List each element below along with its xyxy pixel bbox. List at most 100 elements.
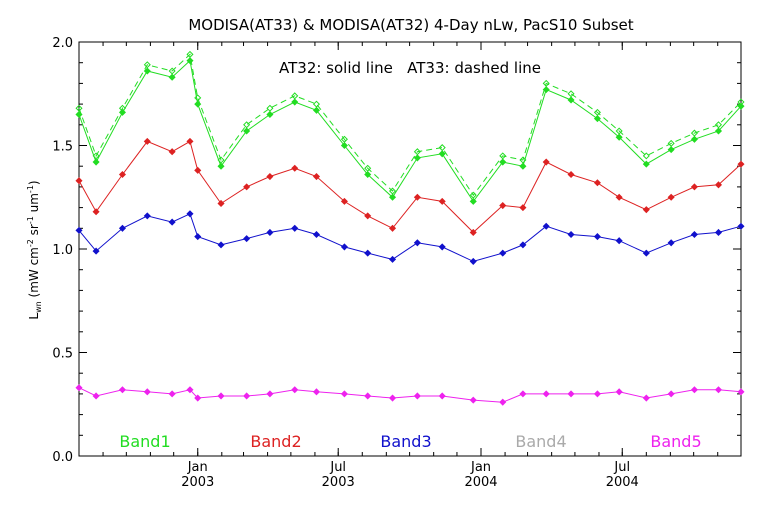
- data-point-band3: [499, 249, 507, 257]
- data-point-band1-dashed: [312, 100, 321, 108]
- data-point-band1-dashed: [413, 148, 421, 156]
- data-point-band3: [519, 241, 527, 249]
- data-point-band3: [567, 230, 575, 239]
- data-point-band3: [642, 249, 650, 257]
- data-point-band2: [340, 197, 348, 205]
- data-point-band1: [714, 127, 723, 135]
- data-point-band2: [168, 148, 176, 156]
- data-point-band3: [542, 222, 550, 230]
- legend-band3: Band3: [380, 432, 431, 451]
- data-point-band2: [567, 170, 575, 179]
- data-point-band1: [737, 102, 745, 110]
- data-point-band2: [690, 183, 698, 191]
- y-axis-label-mid2: um: [27, 193, 41, 216]
- data-point-band5: [438, 392, 446, 400]
- data-point-band3: [389, 255, 397, 263]
- data-point-band3: [714, 228, 723, 236]
- data-point-band1: [312, 106, 321, 114]
- data-point-band1-dashed: [194, 94, 202, 102]
- data-point-band1-dashed: [389, 187, 397, 195]
- data-point-band1: [567, 96, 575, 104]
- x-tick-label-month: Jul: [613, 460, 630, 475]
- data-point-band5: [118, 386, 126, 394]
- chart-title: MODISA(AT33) & MODISA(AT32) 4-Day nLw, P…: [188, 16, 633, 34]
- data-point-band1: [340, 141, 348, 150]
- data-point-band1: [690, 135, 698, 143]
- data-point-band1: [519, 162, 527, 170]
- data-point-band1-dashed: [714, 121, 723, 129]
- series-layer: [75, 50, 745, 406]
- data-point-band1-dashed: [143, 61, 151, 69]
- line-style-note: AT32: solid line AT33: dashed line: [279, 59, 541, 77]
- data-point-band5: [519, 390, 527, 398]
- data-point-band2: [615, 193, 623, 201]
- data-point-band2: [118, 170, 126, 179]
- data-point-band1: [469, 197, 477, 205]
- data-point-band1-dashed: [92, 152, 100, 160]
- data-point-band1: [143, 67, 151, 75]
- data-point-band5: [499, 398, 507, 406]
- data-point-band3: [243, 235, 251, 243]
- data-point-band1-dashed: [519, 156, 527, 164]
- data-point-band1-dashed: [186, 50, 194, 58]
- data-point-band5: [243, 392, 251, 400]
- data-point-band2: [542, 158, 550, 166]
- data-point-band3: [667, 239, 675, 247]
- data-point-band3: [438, 243, 446, 251]
- data-point-band2: [312, 173, 321, 181]
- data-point-band2: [186, 137, 194, 145]
- data-point-band5: [92, 392, 100, 400]
- data-point-band2: [519, 204, 527, 212]
- data-point-band1-dashed: [168, 67, 176, 75]
- data-point-band3: [168, 218, 176, 226]
- data-point-band5: [413, 392, 421, 400]
- data-point-band3: [737, 222, 745, 230]
- x-tick-label-month: Jan: [187, 460, 208, 475]
- data-point-band3: [143, 212, 151, 220]
- data-point-band3: [194, 233, 202, 241]
- data-point-band3: [340, 243, 348, 251]
- series-line-band1-dashed: [78, 53, 742, 197]
- data-point-band1-dashed: [690, 129, 698, 137]
- data-point-band2: [92, 208, 100, 216]
- y-axis-label-sub: wn: [34, 301, 43, 313]
- data-point-band5: [143, 388, 151, 396]
- data-point-band5: [312, 388, 321, 396]
- data-point-band1-dashed: [667, 139, 675, 147]
- series-line-band5: [78, 387, 742, 403]
- data-point-band5: [266, 390, 274, 398]
- data-point-band1-dashed: [542, 79, 550, 87]
- data-point-band1: [266, 110, 274, 118]
- data-point-band2: [438, 197, 446, 205]
- y-axis-label-mid1: sr: [27, 224, 41, 239]
- data-point-band1-dashed: [438, 144, 446, 152]
- data-point-band1: [168, 73, 176, 81]
- legend-band5: Band5: [650, 432, 701, 451]
- data-point-band1: [413, 154, 421, 162]
- data-point-band1-dashed: [291, 92, 299, 100]
- y-axis-label-units-close: ): [27, 180, 41, 185]
- data-point-band5: [217, 392, 225, 400]
- data-point-band5: [340, 390, 348, 398]
- plot-frame: [78, 41, 742, 457]
- y-axis-label-exp1: -2: [26, 239, 35, 247]
- data-point-band2: [469, 228, 477, 236]
- legend-band1: Band1: [119, 432, 170, 451]
- y-tick-label: 1.0: [52, 243, 73, 258]
- x-tick-label-year: 2004: [606, 475, 639, 490]
- data-point-band5: [642, 394, 650, 402]
- y-tick-label: 0.0: [52, 450, 73, 465]
- data-point-band1-dashed: [340, 135, 348, 143]
- data-point-band2: [413, 193, 421, 201]
- data-point-band5: [567, 390, 575, 398]
- data-point-band5: [690, 386, 698, 394]
- data-point-band1: [642, 160, 650, 168]
- data-point-band5: [389, 394, 397, 402]
- data-point-band1: [92, 158, 100, 166]
- data-point-band1-dashed: [217, 156, 225, 164]
- data-point-band5: [714, 386, 723, 394]
- data-point-band2: [389, 224, 397, 232]
- legend-band4: Band4: [515, 432, 566, 451]
- series-line-band3: [78, 213, 742, 262]
- data-point-band3: [615, 237, 623, 245]
